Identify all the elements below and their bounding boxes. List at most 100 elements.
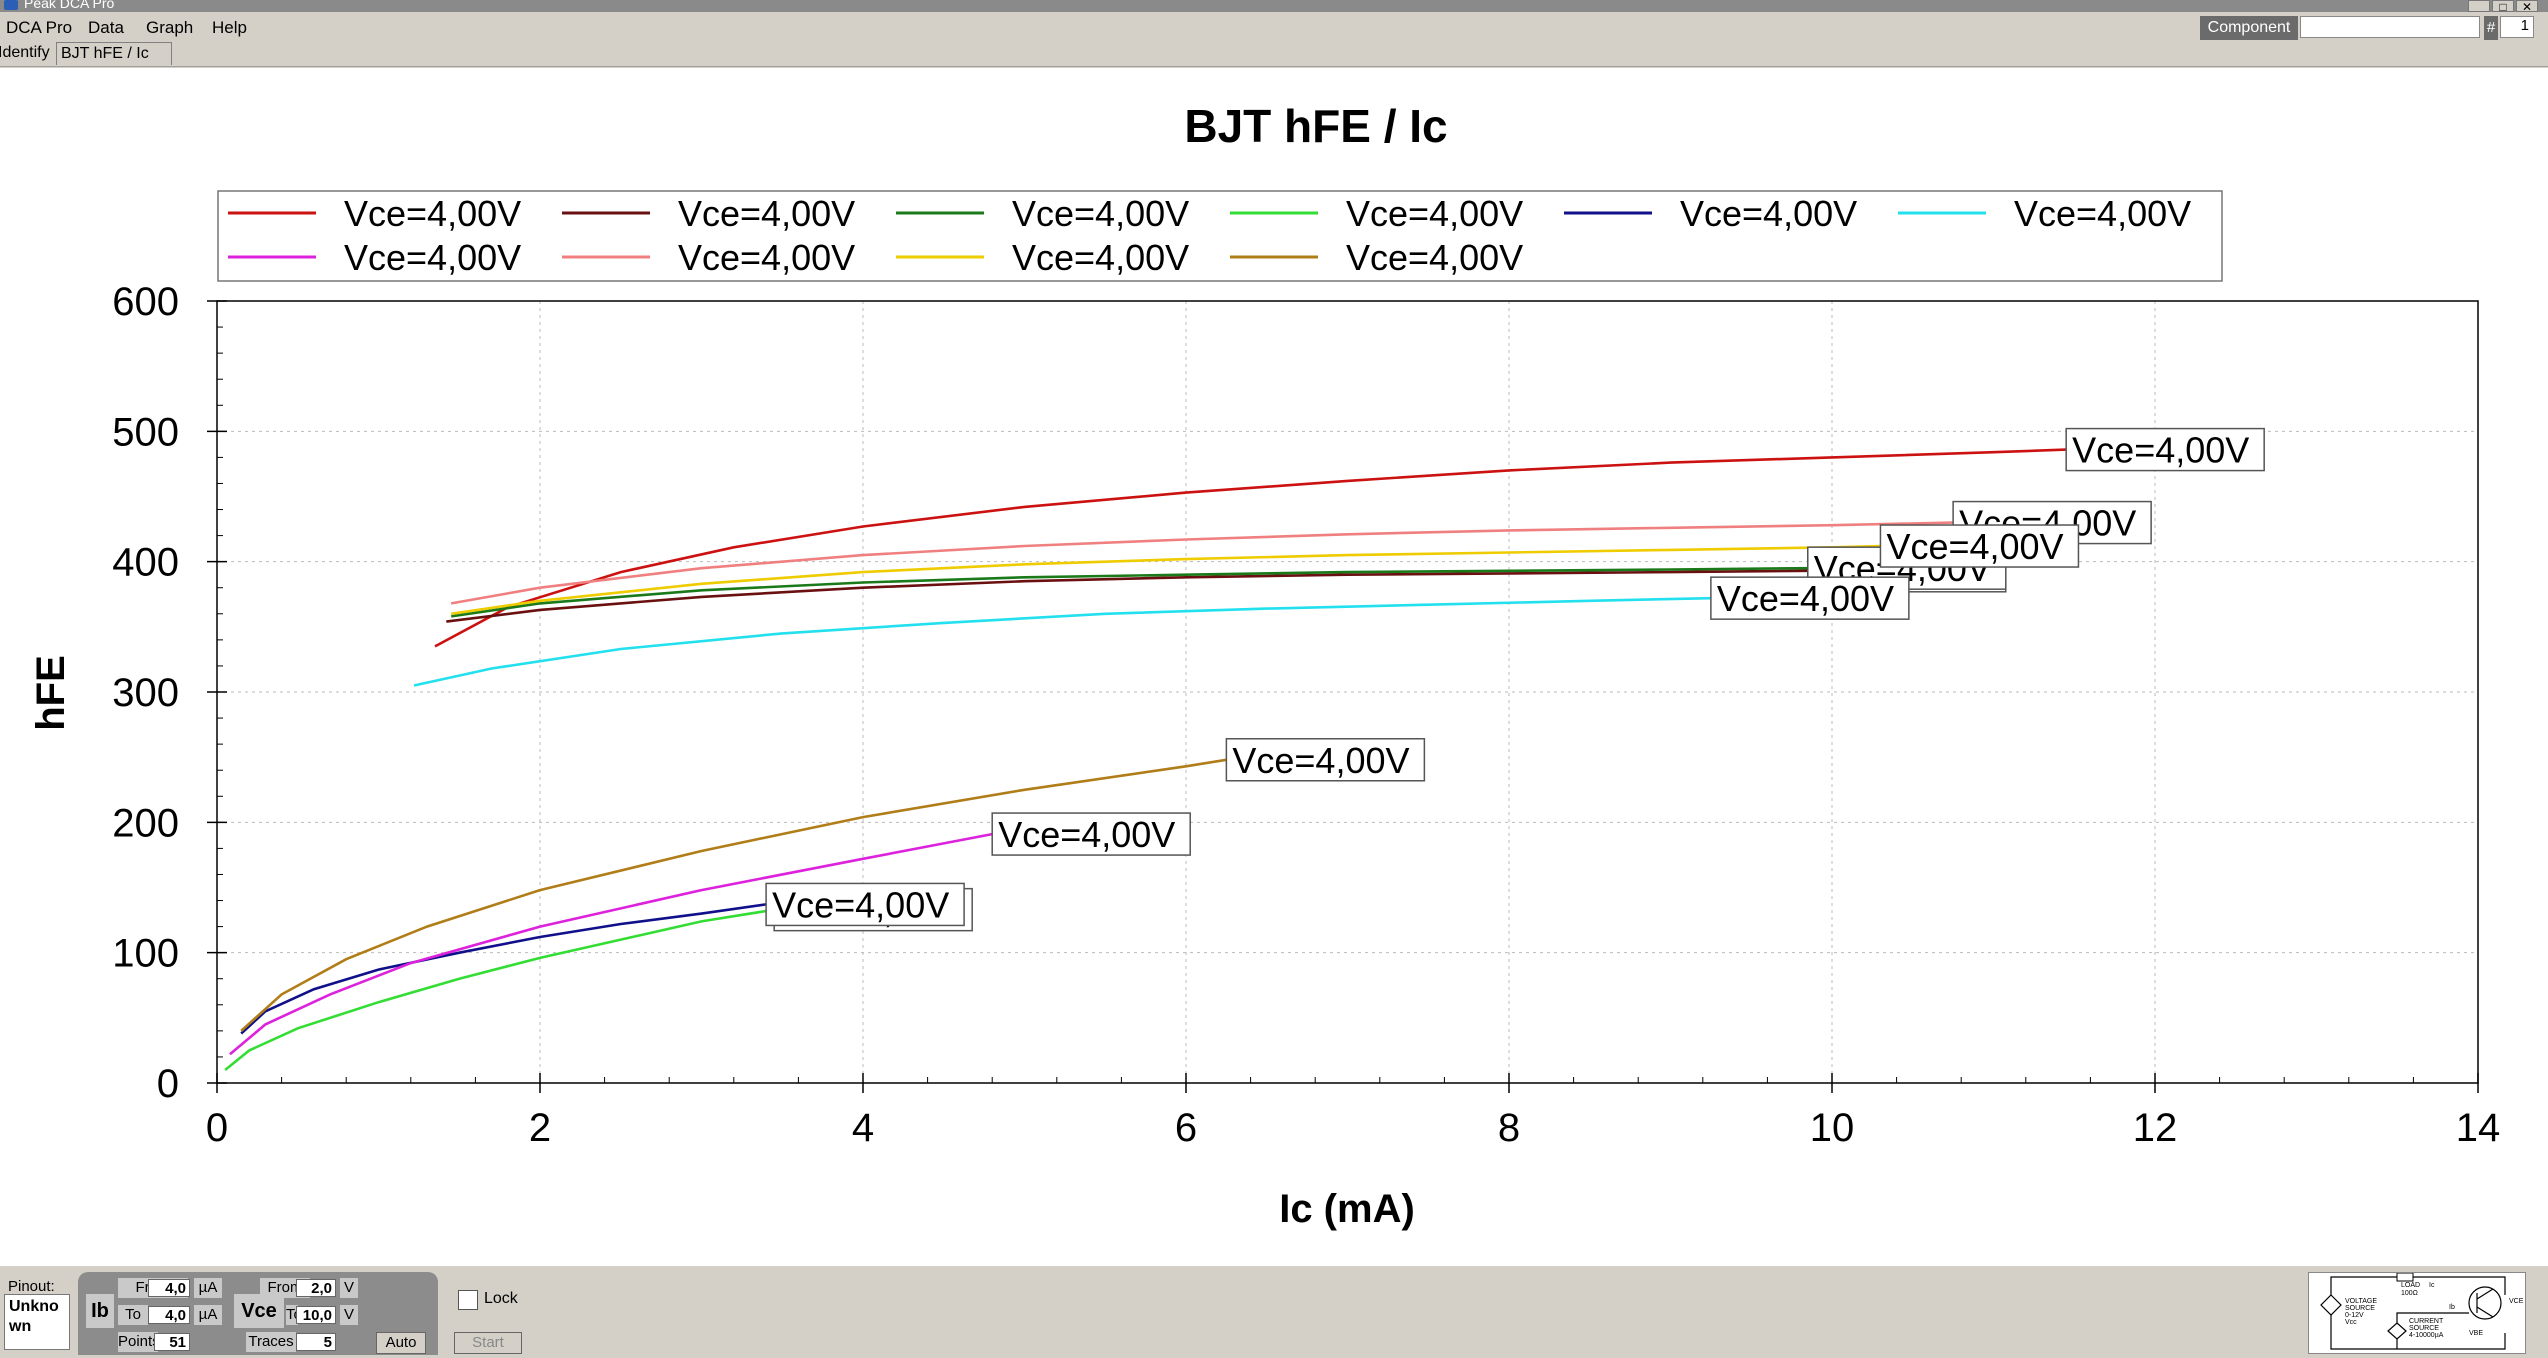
vce-to-label: To (286, 1305, 298, 1325)
series-end-labels: Vce=4,00V Vce=4,00V Vce=4,00V Vce=4,00V Vce=… (765, 427, 2265, 932)
y-tick-label: 500 (112, 410, 179, 454)
legend-label: Vce=4,00V (1012, 193, 1189, 234)
series-end-label-text: Vce=4,00V (1232, 740, 1409, 781)
vce-to-input[interactable]: 10,0 (296, 1306, 336, 1324)
y-tick-label: 0 (157, 1062, 179, 1106)
minimize-icon[interactable]: _ (2468, 0, 2490, 12)
y-tick-label: 100 (112, 932, 179, 976)
ib-label: Ib (86, 1294, 114, 1328)
series-end-label-text: Vce=4,00V (772, 884, 949, 925)
series-end-label-5: Vce=4,00V (765, 882, 965, 927)
series-end-label-box (1879, 524, 2080, 568)
circuit-label-voltage: VOLTAGE (2345, 1298, 2377, 1305)
graph-area: BJT hFE / Ic Ic (mA) hFE 0 2 4 6 8 10 12 14 0 100… (0, 68, 2548, 1266)
series-line-5 (240, 903, 767, 1035)
menu-data[interactable]: Data (88, 18, 124, 37)
series-end-label-text: Vce=4,00V (1717, 578, 1894, 619)
maximize-icon[interactable]: □ (2492, 0, 2514, 12)
circuit-label-source: SOURCE (2345, 1305, 2375, 1312)
menu-dca-pro[interactable]: DCA Pro (6, 18, 73, 37)
plot-frame (216, 300, 2479, 1084)
menu-help[interactable]: Help (212, 18, 247, 37)
y-tick-label: 300 (112, 671, 179, 715)
circuit-label-vcc: Vcc (2345, 1319, 2357, 1326)
y-tick-label: 200 (112, 801, 179, 845)
x-tick-label: 10 (1810, 1106, 1855, 1150)
vce-to-unit: V (340, 1305, 358, 1325)
traces-label: Traces (246, 1332, 296, 1352)
circuit-label-current-range: 4-10000µA (2409, 1332, 2444, 1339)
legend-item-5: Vce=4,00V (1564, 193, 1857, 234)
ib-to-unit: µA (194, 1305, 222, 1325)
legend-label: Vce=4,00V (344, 237, 521, 278)
component-hash-label: # (2484, 16, 2498, 40)
circuit-label-vbe: VBE (2469, 1330, 2483, 1337)
x-tick-label: 12 (2133, 1106, 2178, 1150)
start-button[interactable]: Start (454, 1332, 522, 1354)
circuit-label-voltage-range: 0-12V (2345, 1312, 2364, 1319)
vce-from-unit: V (340, 1278, 358, 1298)
x-tick-label: 0 (206, 1106, 228, 1150)
series-end-label-box (2065, 427, 2265, 472)
series-end-label-text: Vce=4,00V (998, 814, 1175, 855)
hfe-chart: BJT hFE / Ic Ic (mA) hFE 0 2 4 6 8 10 12 14 0 100… (29, 100, 2500, 1231)
pinout-value: Unknown (4, 1294, 70, 1350)
control-panel: Pinout: Unknown Ib From 4,0 µA To 4,0 µA… (0, 1268, 2548, 1355)
ib-from-unit: µA (194, 1278, 222, 1298)
window-title: Peak DCA Pro (24, 0, 115, 11)
series-end-label-6: Vce=4,00V (1710, 576, 1910, 620)
series-end-label-7: Vce=4,00V (991, 812, 1191, 856)
legend-item-7: Vce=4,00V (228, 237, 521, 278)
close-icon[interactable]: ✕ (2516, 0, 2538, 12)
axes: 0 2 4 6 8 10 12 14 0 100 200 300 400 500 600 (112, 280, 2500, 1150)
x-tick-label: 4 (852, 1106, 874, 1150)
series-line-6 (413, 596, 1711, 687)
series-line-3 (451, 566, 1808, 618)
sweep-settings-panel: Ib From 4,0 µA To 4,0 µA Points 51 Vce F… (78, 1272, 518, 1355)
vce-from-input[interactable]: 2,0 (296, 1279, 336, 1297)
legend-item-10: Vce=4,00V (1230, 237, 1523, 278)
menu-graph[interactable]: Graph (146, 18, 194, 37)
component-input[interactable] (2300, 16, 2480, 38)
tab-identify[interactable]: Identify (0, 44, 50, 61)
series-lines (224, 448, 2067, 1072)
circuit-label-ib: Ib (2449, 1304, 2455, 1311)
component-number-input[interactable]: 1 (2500, 16, 2534, 38)
legend-label: Vce=4,00V (2014, 193, 2191, 234)
legend-item-1: Vce=4,00V (228, 193, 521, 234)
legend-item-3: Vce=4,00V (896, 193, 1189, 234)
series-line-1 (434, 448, 2067, 648)
series-end-label-box (1710, 576, 1910, 620)
traces-input[interactable]: 5 (296, 1333, 336, 1351)
legend-box (217, 190, 2223, 282)
legend-item-4: Vce=4,00V (1230, 193, 1523, 234)
series-end-label-box (991, 812, 1191, 856)
circuit-label-load: LOAD (2401, 1282, 2420, 1289)
circuit-label-ic: Ic (2429, 1282, 2435, 1289)
lock-checkbox[interactable] (458, 1290, 478, 1310)
component-label: Component (2200, 16, 2298, 40)
ib-from-input[interactable]: 4,0 (148, 1279, 190, 1297)
legend-item-2: Vce=4,00V (562, 193, 855, 234)
x-tick-label: 2 (529, 1106, 551, 1150)
menu-bar: DCA Pro Data Graph Help Component # 1 (0, 14, 2548, 42)
legend-item-6: Vce=4,00V (1898, 193, 2191, 234)
legend-label: Vce=4,00V (1346, 237, 1523, 278)
points-input[interactable]: 51 (154, 1333, 190, 1351)
x-tick-label: 8 (1498, 1106, 1520, 1150)
x-tick-label: 14 (2456, 1106, 2501, 1150)
test-circuit-diagram: LOAD 100Ω Ic VOLTAGE SOURCE 0-12V Vcc CU… (2308, 1272, 2526, 1354)
tab-bjt-hfe-ic[interactable]: BJT hFE / Ic (56, 42, 172, 65)
ib-to-input[interactable]: 4,0 (148, 1306, 190, 1324)
series-line-10 (240, 758, 1227, 1032)
grid (217, 301, 2478, 1083)
pinout-label: Pinout: (8, 1278, 55, 1295)
y-tick-label: 600 (112, 280, 179, 324)
auto-button[interactable]: Auto (376, 1332, 426, 1354)
legend-label: Vce=4,00V (1346, 193, 1523, 234)
legend-label: Vce=4,00V (678, 237, 855, 278)
points-label: Points (118, 1332, 158, 1352)
circuit-label-current-source: SOURCE (2409, 1325, 2439, 1332)
series-line-4 (224, 908, 775, 1072)
circuit-label-vce: VCE (2509, 1298, 2524, 1305)
